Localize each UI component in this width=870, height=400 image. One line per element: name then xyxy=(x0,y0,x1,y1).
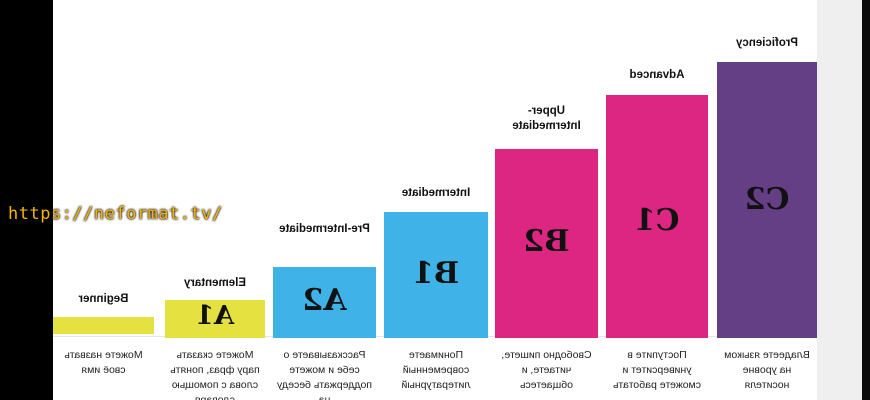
level-label-upper-intermediate: Upper-Intermediate xyxy=(512,105,581,132)
bar-b1: B1 xyxy=(384,212,488,338)
level-label-beginner: Beginner xyxy=(78,293,129,305)
bar-c2: C2 xyxy=(717,62,817,338)
slide-right-margin xyxy=(817,0,862,400)
level-label-elementary: Elementary xyxy=(184,277,247,289)
bar-code-c1: C1 xyxy=(634,203,680,238)
level-label-proficiency: Proficiency xyxy=(736,37,798,49)
bar-c1: C1 xyxy=(606,95,708,338)
bar-a2: A2 xyxy=(273,267,376,338)
slide-canvas: C2 Proficiency Владеете языком на уровне… xyxy=(53,0,817,400)
bar-b2: B2 xyxy=(495,149,598,338)
video-right-border xyxy=(862,0,870,400)
video-left-border xyxy=(0,0,53,400)
level-desc-b1: Понимаете современный литературный xyxy=(401,349,471,391)
level-label-intermediate: Intermediate xyxy=(401,187,471,199)
bar-code-b2: B2 xyxy=(523,224,570,259)
level-desc-beginner: Можете назвать своё имя xyxy=(64,349,143,376)
level-desc-a1: Можете сказать пару фраз, понять слова с… xyxy=(170,349,260,400)
watermark-url: https://neformat.tv/ xyxy=(8,204,223,224)
level-desc-c1: Поступите в университет и сможете работа… xyxy=(612,349,702,391)
level-desc-a2: Рассказываете о себе и можете поддержать… xyxy=(276,349,373,400)
bar-code-b1: B1 xyxy=(412,256,460,291)
level-label-advanced: Advanced xyxy=(629,69,685,81)
bar-code-c2: C2 xyxy=(744,182,790,217)
bar-code-a2: A2 xyxy=(302,283,347,318)
bar-a1: A1 xyxy=(165,300,265,338)
mirrored-slide: C2 Proficiency Владеете языком на уровне… xyxy=(53,0,817,400)
level-desc-b2: Свободно пишете, читаете, и общаетесь xyxy=(501,349,592,391)
level-desc-c2: Владеете языком на уровне носителя xyxy=(724,349,810,391)
bar-beginner xyxy=(53,317,154,334)
bar-code-a1: A1 xyxy=(195,301,235,331)
level-label-pre-intermediate: Pre-Intermediate xyxy=(279,223,370,235)
